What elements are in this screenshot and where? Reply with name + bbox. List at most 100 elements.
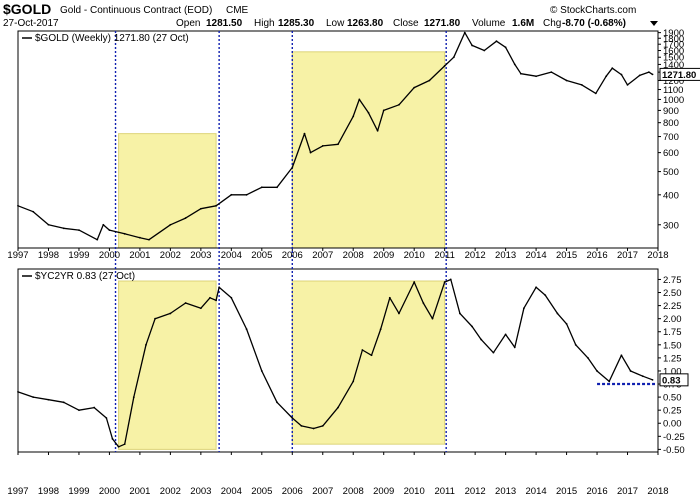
ohlc-close-label: Close: [393, 18, 419, 29]
x-tick-label: 2009: [373, 486, 394, 497]
data-point: [651, 378, 654, 381]
data-point: [629, 370, 632, 372]
y-tick-label: 1500: [663, 53, 684, 64]
x-tick-label: 2010: [404, 250, 425, 261]
data-point: [388, 296, 391, 299]
data-point: [62, 227, 65, 230]
header-exchange: CME: [226, 5, 249, 16]
y-tick-label: 600: [663, 148, 679, 159]
data-point: [62, 401, 65, 404]
x-tick-label: 2007: [312, 250, 333, 261]
data-point: [638, 74, 641, 77]
data-point: [443, 281, 446, 283]
y-tick-label: 1200: [663, 76, 684, 87]
data-point: [184, 217, 187, 219]
y-tick-label: 2.50: [663, 288, 682, 299]
data-point: [215, 204, 217, 207]
data-point: [376, 129, 379, 132]
data-point: [480, 338, 483, 341]
data-point: [245, 328, 248, 331]
ohlc-close-value: 1271.80: [424, 18, 461, 29]
x-tick-label: 1998: [38, 250, 59, 261]
data-point: [367, 111, 370, 114]
x-tick-label: 2011: [434, 250, 454, 261]
x-tick-label: 2007: [312, 486, 333, 497]
label-layer: 3004005006007008009001000110012001300140…: [7, 28, 700, 497]
y-tick-label: 1.25: [663, 353, 682, 364]
y-tick-label: 1800: [663, 34, 684, 45]
data-point: [105, 417, 108, 419]
data-point: [594, 92, 597, 95]
y-tick-label: 2.00: [663, 314, 682, 325]
data-point: [379, 328, 382, 331]
x-tick-label: 2014: [526, 486, 547, 497]
data-point: [449, 278, 452, 281]
data-point: [93, 406, 96, 409]
x-tick-label: 2016: [586, 250, 607, 261]
data-point: [422, 302, 425, 304]
data-point: [78, 229, 80, 232]
x-tick-label: 2015: [556, 250, 577, 261]
data-point: [321, 424, 324, 427]
y-tick-label: 1000: [663, 95, 684, 106]
ohlc-low-label: Low: [326, 18, 345, 29]
ohlc-chg-label: Chg: [543, 18, 561, 29]
x-tick-label: 2002: [160, 486, 181, 497]
data-point: [647, 71, 650, 74]
header-date: 27-Oct-2017: [3, 18, 59, 29]
x-tick-label: 2009: [373, 250, 394, 261]
y-tick-label: -0.50: [663, 445, 685, 456]
data-point: [504, 46, 507, 49]
data-point: [535, 286, 537, 289]
data-point: [32, 396, 35, 398]
ohlc-low-value: 1263.80: [347, 18, 384, 29]
data-point: [245, 193, 248, 196]
axes-layer: [17, 30, 661, 455]
x-tick-label: 2013: [495, 250, 516, 261]
data-point: [519, 72, 522, 75]
header-symbol: $GOLD: [3, 1, 51, 17]
data-point: [139, 236, 141, 239]
data-point: [169, 312, 172, 315]
panel-frame: [17, 268, 659, 453]
x-tick-label: 2005: [251, 250, 272, 261]
data-point: [620, 354, 623, 357]
data-point: [230, 193, 233, 196]
header-name: Gold - Continuous Contract (EOD): [60, 5, 212, 16]
x-tick-label: 2012: [465, 486, 486, 497]
y-tick-label: 800: [663, 118, 679, 129]
data-point: [123, 232, 126, 235]
ohlc-high-label: High: [254, 18, 275, 29]
data-point: [169, 223, 172, 226]
ohlc-chg-value: -8.70 (-0.68%): [562, 18, 626, 29]
x-tick-label: 2017: [617, 250, 638, 261]
data-point: [276, 186, 278, 189]
data-point: [431, 317, 434, 320]
x-tick-label: 2001: [129, 486, 150, 497]
data-point: [17, 204, 19, 207]
x-tick-label: 2012: [465, 250, 486, 261]
data-point: [111, 438, 114, 440]
data-point: [352, 115, 355, 118]
x-tick-label: 1999: [68, 486, 89, 497]
series-layer: [17, 31, 655, 448]
highlight-box: [118, 280, 217, 450]
data-point: [199, 307, 202, 310]
data-point: [492, 351, 495, 354]
data-point: [463, 31, 466, 34]
data-point: [215, 299, 217, 302]
data-point: [398, 103, 400, 106]
y-tick-label: -0.25: [663, 432, 685, 443]
x-tick-label: 2005: [251, 486, 272, 497]
ohlc-high-value: 1285.30: [278, 18, 315, 29]
data-point: [452, 56, 455, 59]
header-dropdown-icon[interactable]: [650, 21, 658, 26]
data-point: [132, 396, 135, 398]
x-tick-label: 2000: [99, 486, 120, 497]
data-point: [428, 79, 431, 82]
data-point: [117, 445, 120, 448]
data-point: [321, 145, 324, 147]
data-point: [276, 401, 278, 404]
last-value-label: 0.83: [662, 375, 681, 386]
ohlc-volume-value: 1.6M: [512, 18, 534, 29]
